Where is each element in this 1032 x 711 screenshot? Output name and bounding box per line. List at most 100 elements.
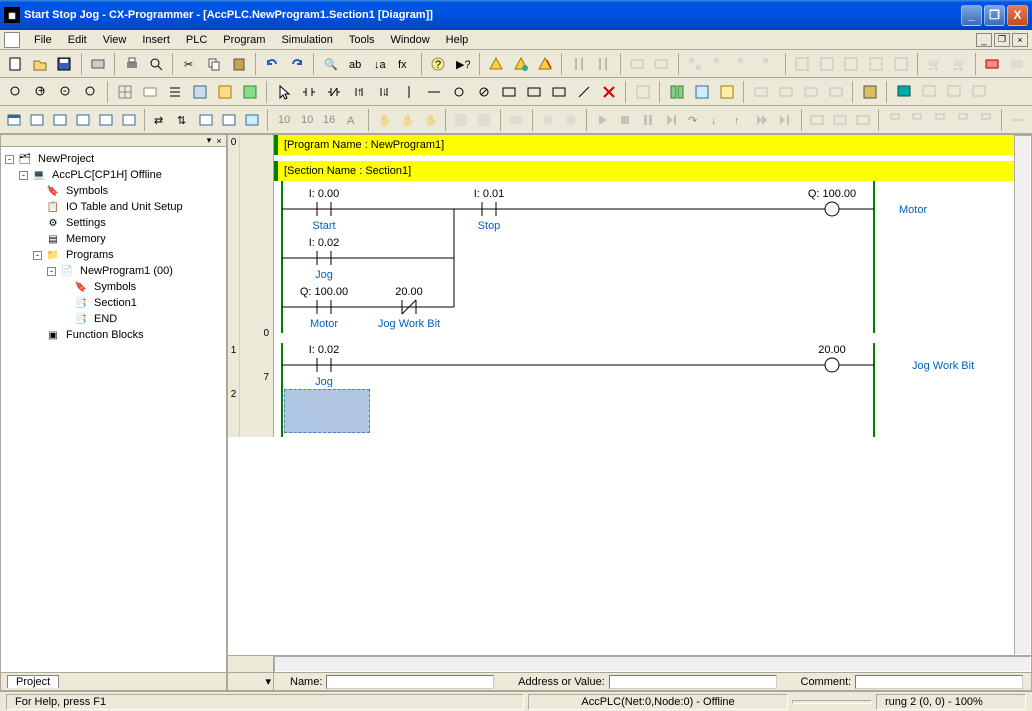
block3-button[interactable] — [733, 53, 756, 75]
instr3-button[interactable] — [547, 81, 570, 103]
tx4-button[interactable] — [824, 81, 847, 103]
replace-button[interactable]: ab — [344, 53, 367, 75]
column-button[interactable] — [567, 53, 590, 75]
sec-a-button[interactable] — [631, 81, 654, 103]
tool-d-button[interactable] — [865, 53, 888, 75]
tree-newprogram[interactable]: NewProgram1 (00) — [78, 264, 175, 278]
contact-fall-button[interactable]: ↓ — [372, 81, 395, 103]
paste-button[interactable] — [228, 53, 251, 75]
list-button[interactable] — [163, 81, 186, 103]
contact-nc-button[interactable] — [322, 81, 345, 103]
plc-button[interactable] — [87, 53, 110, 75]
menu-window[interactable]: Window — [383, 32, 438, 48]
menu-file[interactable]: File — [26, 32, 60, 48]
contact-no-button[interactable] — [297, 81, 320, 103]
mdi-minimize-button[interactable]: _ — [976, 33, 992, 47]
tree-programs[interactable]: Programs — [64, 248, 116, 262]
tree-plc[interactable]: AccPLC[CP1H] Offline — [50, 168, 164, 182]
close-button[interactable]: X — [1007, 5, 1028, 26]
line-tool-button[interactable] — [572, 81, 595, 103]
sim1-button[interactable] — [981, 53, 1004, 75]
context-help-button[interactable]: ▶? — [451, 53, 474, 75]
select-button[interactable] — [272, 81, 295, 103]
mon1-button[interactable] — [892, 81, 915, 103]
menu-edit[interactable]: Edit — [60, 32, 95, 48]
mon2-button[interactable] — [917, 81, 940, 103]
sim2-button[interactable] — [1006, 53, 1029, 75]
tx2-button[interactable] — [774, 81, 797, 103]
ff-button[interactable] — [752, 109, 773, 131]
save-button[interactable] — [53, 53, 76, 75]
sfc4-button[interactable] — [953, 109, 974, 131]
pause-button[interactable] — [638, 109, 659, 131]
zoom-sel-button[interactable] — [79, 81, 102, 103]
instr2-button[interactable] — [522, 81, 545, 103]
online-button[interactable]: ⇄ — [150, 109, 171, 131]
tree-toggle[interactable]: - — [47, 267, 56, 276]
tree-toggle[interactable]: - — [5, 155, 14, 164]
tx3-button[interactable] — [799, 81, 822, 103]
tree-np-end[interactable]: END — [92, 312, 119, 326]
stop-button[interactable] — [615, 109, 636, 131]
next-button[interactable] — [661, 109, 682, 131]
preview-button[interactable] — [145, 53, 168, 75]
column2-button[interactable] — [592, 53, 615, 75]
cut-button[interactable]: ✂ — [178, 53, 201, 75]
stepin-button[interactable]: ↓ — [706, 109, 727, 131]
step-button[interactable] — [506, 109, 527, 131]
new-button[interactable] — [4, 53, 27, 75]
download-button[interactable] — [219, 109, 240, 131]
tree-memory[interactable]: Memory — [64, 232, 108, 246]
play-button[interactable] — [592, 109, 613, 131]
warn2-button[interactable] — [509, 53, 532, 75]
comment-field[interactable] — [855, 675, 1023, 689]
hand2-button[interactable]: ✋ — [396, 109, 417, 131]
tool-e-button[interactable] — [889, 53, 912, 75]
find-button[interactable]: 🔍 — [319, 53, 342, 75]
stepover-button[interactable]: ↷ — [683, 109, 704, 131]
tree-symbols[interactable]: Symbols — [64, 184, 110, 198]
warn1-button[interactable] — [485, 53, 508, 75]
diskx-button[interactable] — [451, 109, 472, 131]
goto-button[interactable]: ↓a — [368, 53, 391, 75]
sidebar-x-button[interactable]: × — [214, 136, 224, 146]
br1-button[interactable] — [807, 109, 828, 131]
cart-button[interactable]: 🛒 — [923, 53, 946, 75]
sfc1-button[interactable] — [884, 109, 905, 131]
coil-neg-button[interactable] — [472, 81, 495, 103]
block4-button[interactable] — [757, 53, 780, 75]
contact-rise-button[interactable]: ↑ — [347, 81, 370, 103]
view2-button[interactable] — [213, 81, 236, 103]
project-tab[interactable]: Project — [7, 675, 59, 688]
menu-insert[interactable]: Insert — [134, 32, 178, 48]
rad10s-button[interactable]: 10 — [296, 109, 317, 131]
br3-button[interactable] — [852, 109, 873, 131]
stepout-button[interactable]: ↑ — [729, 109, 750, 131]
menu-program[interactable]: Program — [215, 32, 273, 48]
menu-view[interactable]: View — [95, 32, 135, 48]
zoom-out-button[interactable]: - — [54, 81, 77, 103]
instr-button[interactable] — [497, 81, 520, 103]
rad-a-button[interactable]: A — [342, 109, 363, 131]
addr-field[interactable] — [609, 675, 777, 689]
warn3-button[interactable] — [534, 53, 557, 75]
br2-button[interactable] — [829, 109, 850, 131]
win2-button[interactable] — [27, 109, 48, 131]
win5-button[interactable] — [95, 109, 116, 131]
horizontal-scrollbar[interactable] — [228, 655, 1031, 672]
tree-toggle[interactable]: - — [33, 251, 42, 260]
win6-button[interactable] — [118, 109, 139, 131]
rad16-button[interactable]: 16 — [319, 109, 340, 131]
name-field[interactable] — [326, 675, 494, 689]
win1-button[interactable] — [4, 109, 25, 131]
copy-button[interactable] — [203, 53, 226, 75]
tool-b-button[interactable] — [816, 53, 839, 75]
rad10-button[interactable]: 10 — [273, 109, 294, 131]
disky-button[interactable] — [474, 109, 495, 131]
grid1-button[interactable] — [626, 53, 649, 75]
win4-button[interactable] — [73, 109, 94, 131]
print-button[interactable] — [120, 53, 143, 75]
sfc3-button[interactable] — [930, 109, 951, 131]
tree-root[interactable]: NewProject — [36, 152, 96, 166]
win3-button[interactable] — [50, 109, 71, 131]
